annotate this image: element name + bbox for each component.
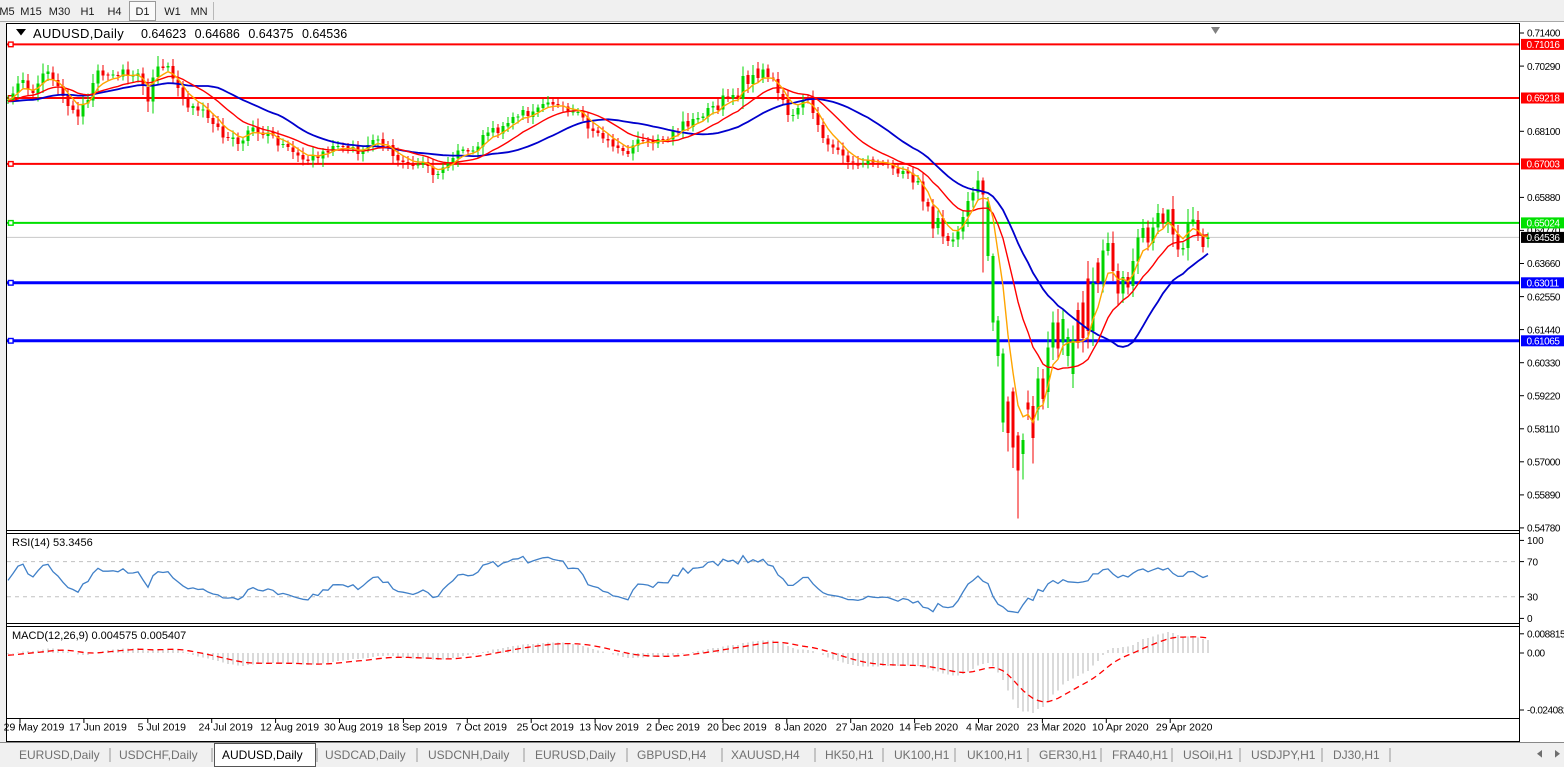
svg-text:0: 0 <box>1527 614 1533 625</box>
svg-text:GER30,H1: GER30,H1 <box>1039 748 1097 762</box>
svg-text:USDCHF,Daily: USDCHF,Daily <box>119 748 198 762</box>
svg-text:100: 100 <box>1527 536 1544 547</box>
svg-text:FRA40,H1: FRA40,H1 <box>1112 748 1168 762</box>
svg-text:0.57000: 0.57000 <box>1527 458 1561 469</box>
svg-text:0.64770: 0.64770 <box>1527 226 1561 237</box>
svg-text:0.64536: 0.64536 <box>1527 233 1561 244</box>
svg-text:UK100,H1: UK100,H1 <box>967 748 1023 762</box>
svg-text:30 Aug 2019: 30 Aug 2019 <box>324 722 383 734</box>
svg-text:14 Feb 2020: 14 Feb 2020 <box>899 722 958 734</box>
svg-text:17 Jun 2019: 17 Jun 2019 <box>69 722 127 734</box>
svg-text:12 Aug 2019: 12 Aug 2019 <box>260 722 319 734</box>
svg-text:27 Jan 2020: 27 Jan 2020 <box>836 722 894 734</box>
svg-text:0.55890: 0.55890 <box>1527 491 1561 502</box>
svg-text:H4: H4 <box>107 6 121 18</box>
svg-text:0.54780: 0.54780 <box>1527 524 1561 535</box>
svg-text:8 Jan 2020: 8 Jan 2020 <box>775 722 827 734</box>
svg-text:18 Sep 2019: 18 Sep 2019 <box>388 722 448 734</box>
svg-text:4 Mar 2020: 4 Mar 2020 <box>966 722 1019 734</box>
svg-text:0.65880: 0.65880 <box>1527 193 1561 204</box>
svg-text:5 Jul 2019: 5 Jul 2019 <box>138 722 187 734</box>
svg-text:0.64623 0.64686 0.64375 0.6453: 0.64623 0.64686 0.64375 0.64536 <box>141 27 347 41</box>
svg-text:H1: H1 <box>80 6 94 18</box>
svg-text:7 Oct 2019: 7 Oct 2019 <box>456 722 508 734</box>
svg-text:W1: W1 <box>164 6 181 18</box>
svg-text:13 Nov 2019: 13 Nov 2019 <box>579 722 639 734</box>
svg-text:24 Jul 2019: 24 Jul 2019 <box>199 722 253 734</box>
svg-text:29 Apr 2020: 29 Apr 2020 <box>1156 722 1213 734</box>
svg-text:23 Mar 2020: 23 Mar 2020 <box>1027 722 1086 734</box>
svg-text:0.70290: 0.70290 <box>1527 62 1561 73</box>
svg-text:0.62550: 0.62550 <box>1527 292 1561 303</box>
svg-text:HK50,H1: HK50,H1 <box>825 748 874 762</box>
svg-text:USDJPY,H1: USDJPY,H1 <box>1251 748 1316 762</box>
svg-text:0.69218: 0.69218 <box>1527 94 1561 105</box>
svg-text:0.58110: 0.58110 <box>1527 425 1560 436</box>
svg-text:10 Apr 2020: 10 Apr 2020 <box>1092 722 1149 734</box>
svg-text:AUDUSD,Daily: AUDUSD,Daily <box>33 26 124 41</box>
svg-text:0.59220: 0.59220 <box>1527 391 1561 402</box>
svg-text:EURUSD,Daily: EURUSD,Daily <box>535 748 616 762</box>
svg-text:MACD(12,26,9) 0.004575 0.00540: MACD(12,26,9) 0.004575 0.005407 <box>12 630 186 642</box>
svg-text:20 Dec 2019: 20 Dec 2019 <box>707 722 767 734</box>
svg-text:29 May 2019: 29 May 2019 <box>4 722 65 734</box>
svg-text:DJ30,H1: DJ30,H1 <box>1333 748 1380 762</box>
svg-text:USDCAD,Daily: USDCAD,Daily <box>325 748 406 762</box>
svg-text:D1: D1 <box>135 6 149 18</box>
svg-text:0.60330: 0.60330 <box>1527 358 1561 369</box>
svg-text:0.008815: 0.008815 <box>1527 630 1564 641</box>
svg-text:EURUSD,Daily: EURUSD,Daily <box>19 748 100 762</box>
svg-text:UK100,H1: UK100,H1 <box>894 748 950 762</box>
svg-text:70: 70 <box>1527 557 1539 568</box>
svg-text:0.63011: 0.63011 <box>1527 279 1560 290</box>
svg-text:25 Oct 2019: 25 Oct 2019 <box>517 722 574 734</box>
svg-text:30: 30 <box>1527 593 1539 604</box>
svg-text:MN: MN <box>190 6 207 18</box>
svg-text:0.71400: 0.71400 <box>1527 29 1561 40</box>
svg-text:M15: M15 <box>20 6 41 18</box>
svg-text:RSI(14) 53.3456: RSI(14) 53.3456 <box>12 537 93 549</box>
svg-text:USDCNH,Daily: USDCNH,Daily <box>428 748 509 762</box>
svg-text:0.65024: 0.65024 <box>1527 219 1561 230</box>
svg-text:-0.024082: -0.024082 <box>1527 706 1564 717</box>
svg-text:0.68100: 0.68100 <box>1527 127 1561 138</box>
svg-text:0.67003: 0.67003 <box>1527 160 1561 171</box>
svg-text:XAUUSD,H4: XAUUSD,H4 <box>731 748 800 762</box>
svg-text:2 Dec 2019: 2 Dec 2019 <box>646 722 700 734</box>
svg-text:M5: M5 <box>0 6 15 18</box>
svg-text:0.63660: 0.63660 <box>1527 259 1561 270</box>
svg-text:0.00: 0.00 <box>1527 649 1546 660</box>
svg-text:M30: M30 <box>49 6 70 18</box>
svg-text:0.61440: 0.61440 <box>1527 325 1561 336</box>
svg-text:USOil,H1: USOil,H1 <box>1183 748 1233 762</box>
svg-text:AUDUSD,Daily: AUDUSD,Daily <box>222 748 303 762</box>
svg-text:0.71016: 0.71016 <box>1527 40 1561 51</box>
svg-text:GBPUSD,H4: GBPUSD,H4 <box>637 748 707 762</box>
svg-text:0.61065: 0.61065 <box>1527 337 1561 348</box>
